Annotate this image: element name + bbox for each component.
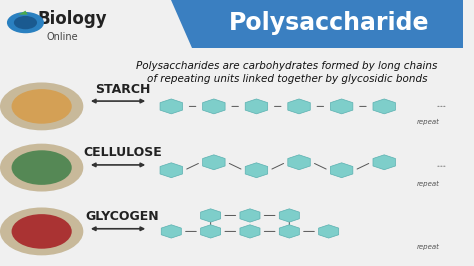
Polygon shape bbox=[319, 225, 339, 238]
Polygon shape bbox=[330, 163, 353, 178]
Circle shape bbox=[14, 16, 37, 29]
Text: GLYCOGEN: GLYCOGEN bbox=[86, 210, 159, 223]
Polygon shape bbox=[240, 225, 260, 238]
Polygon shape bbox=[330, 99, 353, 114]
Polygon shape bbox=[288, 155, 310, 170]
Polygon shape bbox=[279, 225, 300, 238]
Polygon shape bbox=[373, 155, 395, 170]
Polygon shape bbox=[161, 225, 181, 238]
Polygon shape bbox=[240, 209, 260, 222]
Polygon shape bbox=[201, 225, 220, 238]
Circle shape bbox=[0, 82, 83, 130]
Text: Polysaccharide: Polysaccharide bbox=[228, 11, 429, 35]
Circle shape bbox=[0, 144, 83, 192]
Circle shape bbox=[11, 214, 72, 249]
Text: repeat: repeat bbox=[417, 244, 440, 250]
Circle shape bbox=[0, 207, 83, 255]
FancyBboxPatch shape bbox=[192, 0, 463, 48]
Circle shape bbox=[7, 12, 44, 33]
Circle shape bbox=[11, 150, 72, 185]
Text: repeat: repeat bbox=[417, 181, 440, 186]
Circle shape bbox=[11, 89, 72, 124]
Text: repeat: repeat bbox=[417, 119, 440, 125]
Polygon shape bbox=[171, 0, 463, 48]
Text: Biology: Biology bbox=[37, 10, 107, 28]
Polygon shape bbox=[18, 11, 28, 15]
Polygon shape bbox=[245, 99, 268, 114]
Polygon shape bbox=[203, 155, 225, 170]
Polygon shape bbox=[373, 99, 395, 114]
Text: Online: Online bbox=[46, 32, 78, 42]
Polygon shape bbox=[203, 99, 225, 114]
Polygon shape bbox=[201, 209, 220, 222]
Polygon shape bbox=[245, 163, 268, 178]
Text: STARCH: STARCH bbox=[95, 83, 150, 95]
Polygon shape bbox=[288, 99, 310, 114]
Polygon shape bbox=[279, 209, 300, 222]
Text: CELLULOSE: CELLULOSE bbox=[83, 147, 162, 159]
Polygon shape bbox=[160, 99, 182, 114]
Text: Polysaccharides are carbohydrates formed by long chains
of repeating units linke: Polysaccharides are carbohydrates formed… bbox=[137, 61, 438, 84]
Polygon shape bbox=[160, 163, 182, 178]
